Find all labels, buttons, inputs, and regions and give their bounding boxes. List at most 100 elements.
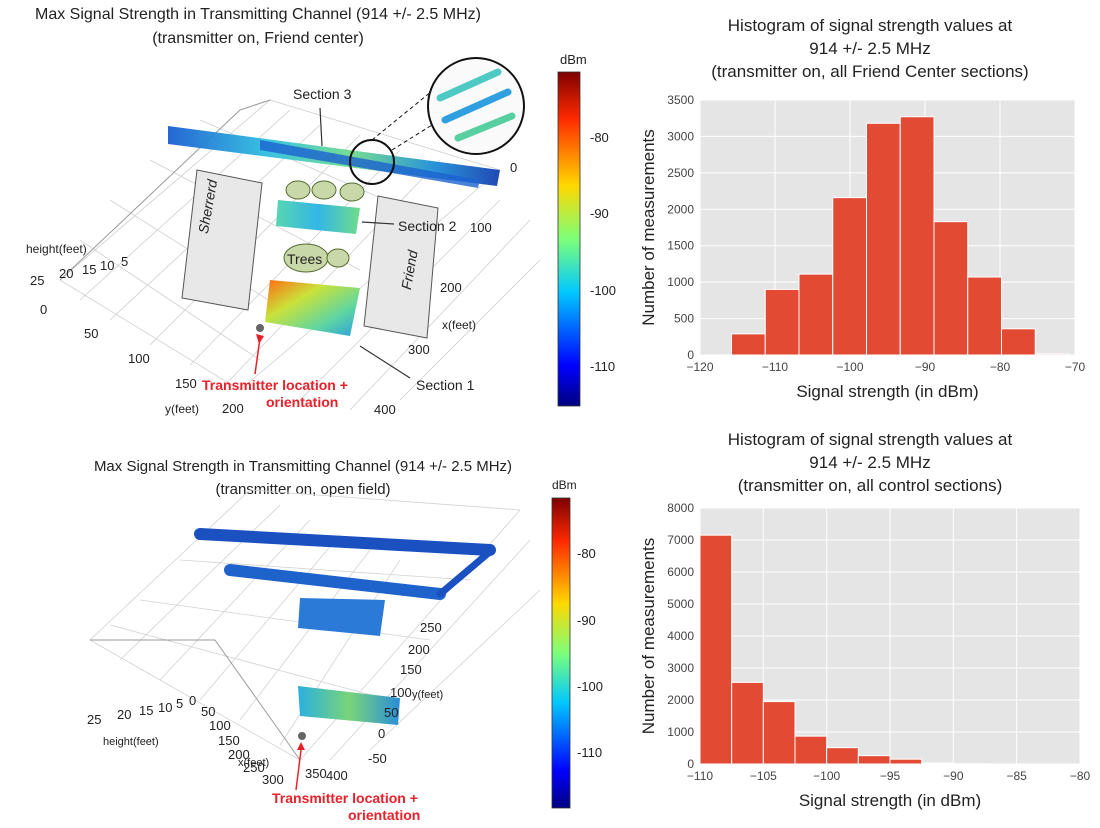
- transmitter-label-line1: Transmitter location +: [202, 377, 348, 393]
- hist-top-chart: −120 −110 −100 −90 −80 −70 0 500 1000 1500 2000 250…: [639, 93, 1086, 401]
- top-colorbar-tick-90: -90: [590, 206, 609, 221]
- top-y-tick-200: 200: [222, 401, 244, 416]
- y-tick-label: 1500: [667, 239, 694, 253]
- histogram-bar: [857, 755, 891, 765]
- zoom-connector-1: [391, 119, 441, 151]
- bottom-x-tick-300: 300: [262, 772, 284, 787]
- x-tick-label: −85: [1006, 769, 1027, 783]
- x-tick-label: −120: [686, 360, 713, 374]
- top-y-tick-50: 50: [84, 326, 99, 341]
- top-3d-plot: [59, 57, 581, 411]
- bottom-height-tick-25: 25: [87, 712, 102, 727]
- top-3d-panel: Max Signal Strength in Transmitting Chan…: [0, 0, 620, 420]
- top-x-tick-100: 100: [470, 220, 492, 235]
- top-3d-title-line1: Max Signal Strength in Transmitting Chan…: [35, 6, 481, 23]
- top-height-tick-0: 0: [40, 302, 48, 317]
- top-colorbar: [557, 71, 581, 407]
- y-tick-label: 6000: [667, 565, 694, 579]
- trees-label: Trees: [287, 251, 323, 267]
- bottom-x-tick-400: 400: [326, 768, 348, 783]
- bottom-x-tick-250: 250: [243, 760, 265, 775]
- y-tick-label: 1000: [667, 725, 694, 739]
- hist-top-title-line3: (transmitter on, all Friend Center secti…: [711, 62, 1029, 81]
- bottom-y-tick-200: 200: [408, 642, 430, 657]
- x-tick-label: −110: [687, 769, 713, 783]
- section1-arrow: [359, 345, 411, 379]
- hist-bottom-title-line3: (transmitter on, all control sections): [737, 476, 1003, 495]
- y-tick-label: 3000: [667, 661, 694, 675]
- building-sherrerd: [181, 169, 263, 311]
- hist-top-title-line2: 914 +/- 2.5 MHz: [809, 39, 931, 58]
- top-colorbar-unit: dBm: [560, 52, 587, 67]
- top-colorbar-tick-100: -100: [590, 283, 617, 298]
- histogram-bar: [967, 276, 1002, 356]
- bottom-colorbar-tick-90: -90: [577, 613, 596, 628]
- top-x-tick-300: 300: [408, 342, 430, 357]
- histogram-bar: [1001, 328, 1036, 356]
- top-colorbar-tick-80: -80: [590, 130, 609, 145]
- y-tick-label: 0: [687, 757, 694, 771]
- y-axis-label: Number of measurements: [639, 129, 658, 326]
- bottom-y-tick-100: 100: [390, 685, 412, 700]
- section3-band-lower: [260, 140, 480, 188]
- section3-arrow: [319, 107, 323, 147]
- x-tick-label: −80: [1070, 769, 1091, 783]
- top-height-tick-15: 15: [82, 262, 97, 277]
- top-y-tick-100: 100: [128, 351, 150, 366]
- x-tick-label: −70: [1065, 360, 1086, 374]
- bottom-x-axis-label: x(feet): [238, 757, 270, 769]
- histogram-bar: [899, 116, 935, 356]
- y-tick-label: 3000: [667, 129, 694, 143]
- bottom-y-axis-label: y(feet): [412, 689, 444, 701]
- bottom-y-tick-250: 250: [420, 620, 442, 635]
- x-tick-label: −100: [813, 769, 840, 783]
- y-tick-label: 2000: [667, 202, 694, 216]
- section2-points: [276, 200, 360, 234]
- building-friend: [363, 195, 439, 339]
- bottom-x-tick-200: 200: [228, 747, 250, 762]
- x-tick-label: −90: [915, 360, 936, 374]
- hist-bottom-title-line2: 914 +/- 2.5 MHz: [809, 453, 931, 472]
- y-tick-label: 2500: [667, 166, 694, 180]
- hist-bottom-title-line1: Histogram of signal strength values at: [727, 430, 1013, 449]
- section1-label: Section 1: [416, 377, 475, 393]
- transmitter-arrowhead: [256, 334, 264, 344]
- x-axis-label: Signal strength (in dBm): [796, 382, 978, 401]
- y-axis-label: Number of measurements: [639, 538, 658, 735]
- bottom-3d-panel: Max Signal Strength in Transmitting Chan…: [0, 450, 620, 828]
- bottom-x-tick-50: 50: [201, 704, 216, 719]
- bottom-x-tick-100: 100: [209, 718, 231, 733]
- histogram-bar: [699, 534, 733, 765]
- y-tick-label: 7000: [667, 533, 694, 547]
- bottom-y-tick-0: 0: [378, 726, 386, 741]
- bottom-height-tick-0: 0: [189, 693, 197, 708]
- bottom-height-tick-10: 10: [158, 700, 173, 715]
- x-tick-label: −95: [880, 769, 901, 783]
- bottom-x-tick-350: 350: [305, 766, 327, 781]
- section2-arrow: [361, 221, 395, 225]
- y-tick-label: 5000: [667, 597, 694, 611]
- x-axis-label: Signal strength (in dBm): [799, 791, 981, 810]
- bottom-transmitter-label-line1: Transmitter location +: [272, 790, 418, 806]
- transmitter-arrow: [254, 337, 261, 375]
- top-height-axis-label: height(feet): [26, 242, 87, 256]
- y-tick-label: 8000: [667, 501, 694, 515]
- bottom-3d-title-line1: Max Signal Strength in Transmitting Chan…: [93, 458, 513, 475]
- bottom-transmitter-arrow: [295, 749, 302, 791]
- transmitter-label-line2: orientation: [266, 394, 339, 410]
- top-height-tick-20: 20: [59, 266, 74, 281]
- y-tick-label: 4000: [667, 629, 694, 643]
- histogram-bar: [1034, 353, 1070, 356]
- top-x-axis-label: x(feet): [442, 318, 477, 332]
- histogram-bar: [921, 762, 954, 765]
- bottom-colorbar-tick-110: -110: [577, 745, 603, 760]
- zoom-inset-bands: [436, 68, 516, 142]
- histogram-bar: [762, 701, 796, 765]
- histogram-bar: [731, 681, 764, 765]
- x-tick-label: −110: [762, 360, 788, 374]
- bottom-3d-plot: [89, 489, 571, 809]
- bottom-3d-title-line2: (transmitter on, open field): [215, 481, 391, 498]
- hist-top-title-line1: Histogram of signal strength values at: [727, 16, 1013, 35]
- bottom-colorbar: [551, 497, 571, 809]
- top-y-axis-label: y(feet): [165, 402, 200, 416]
